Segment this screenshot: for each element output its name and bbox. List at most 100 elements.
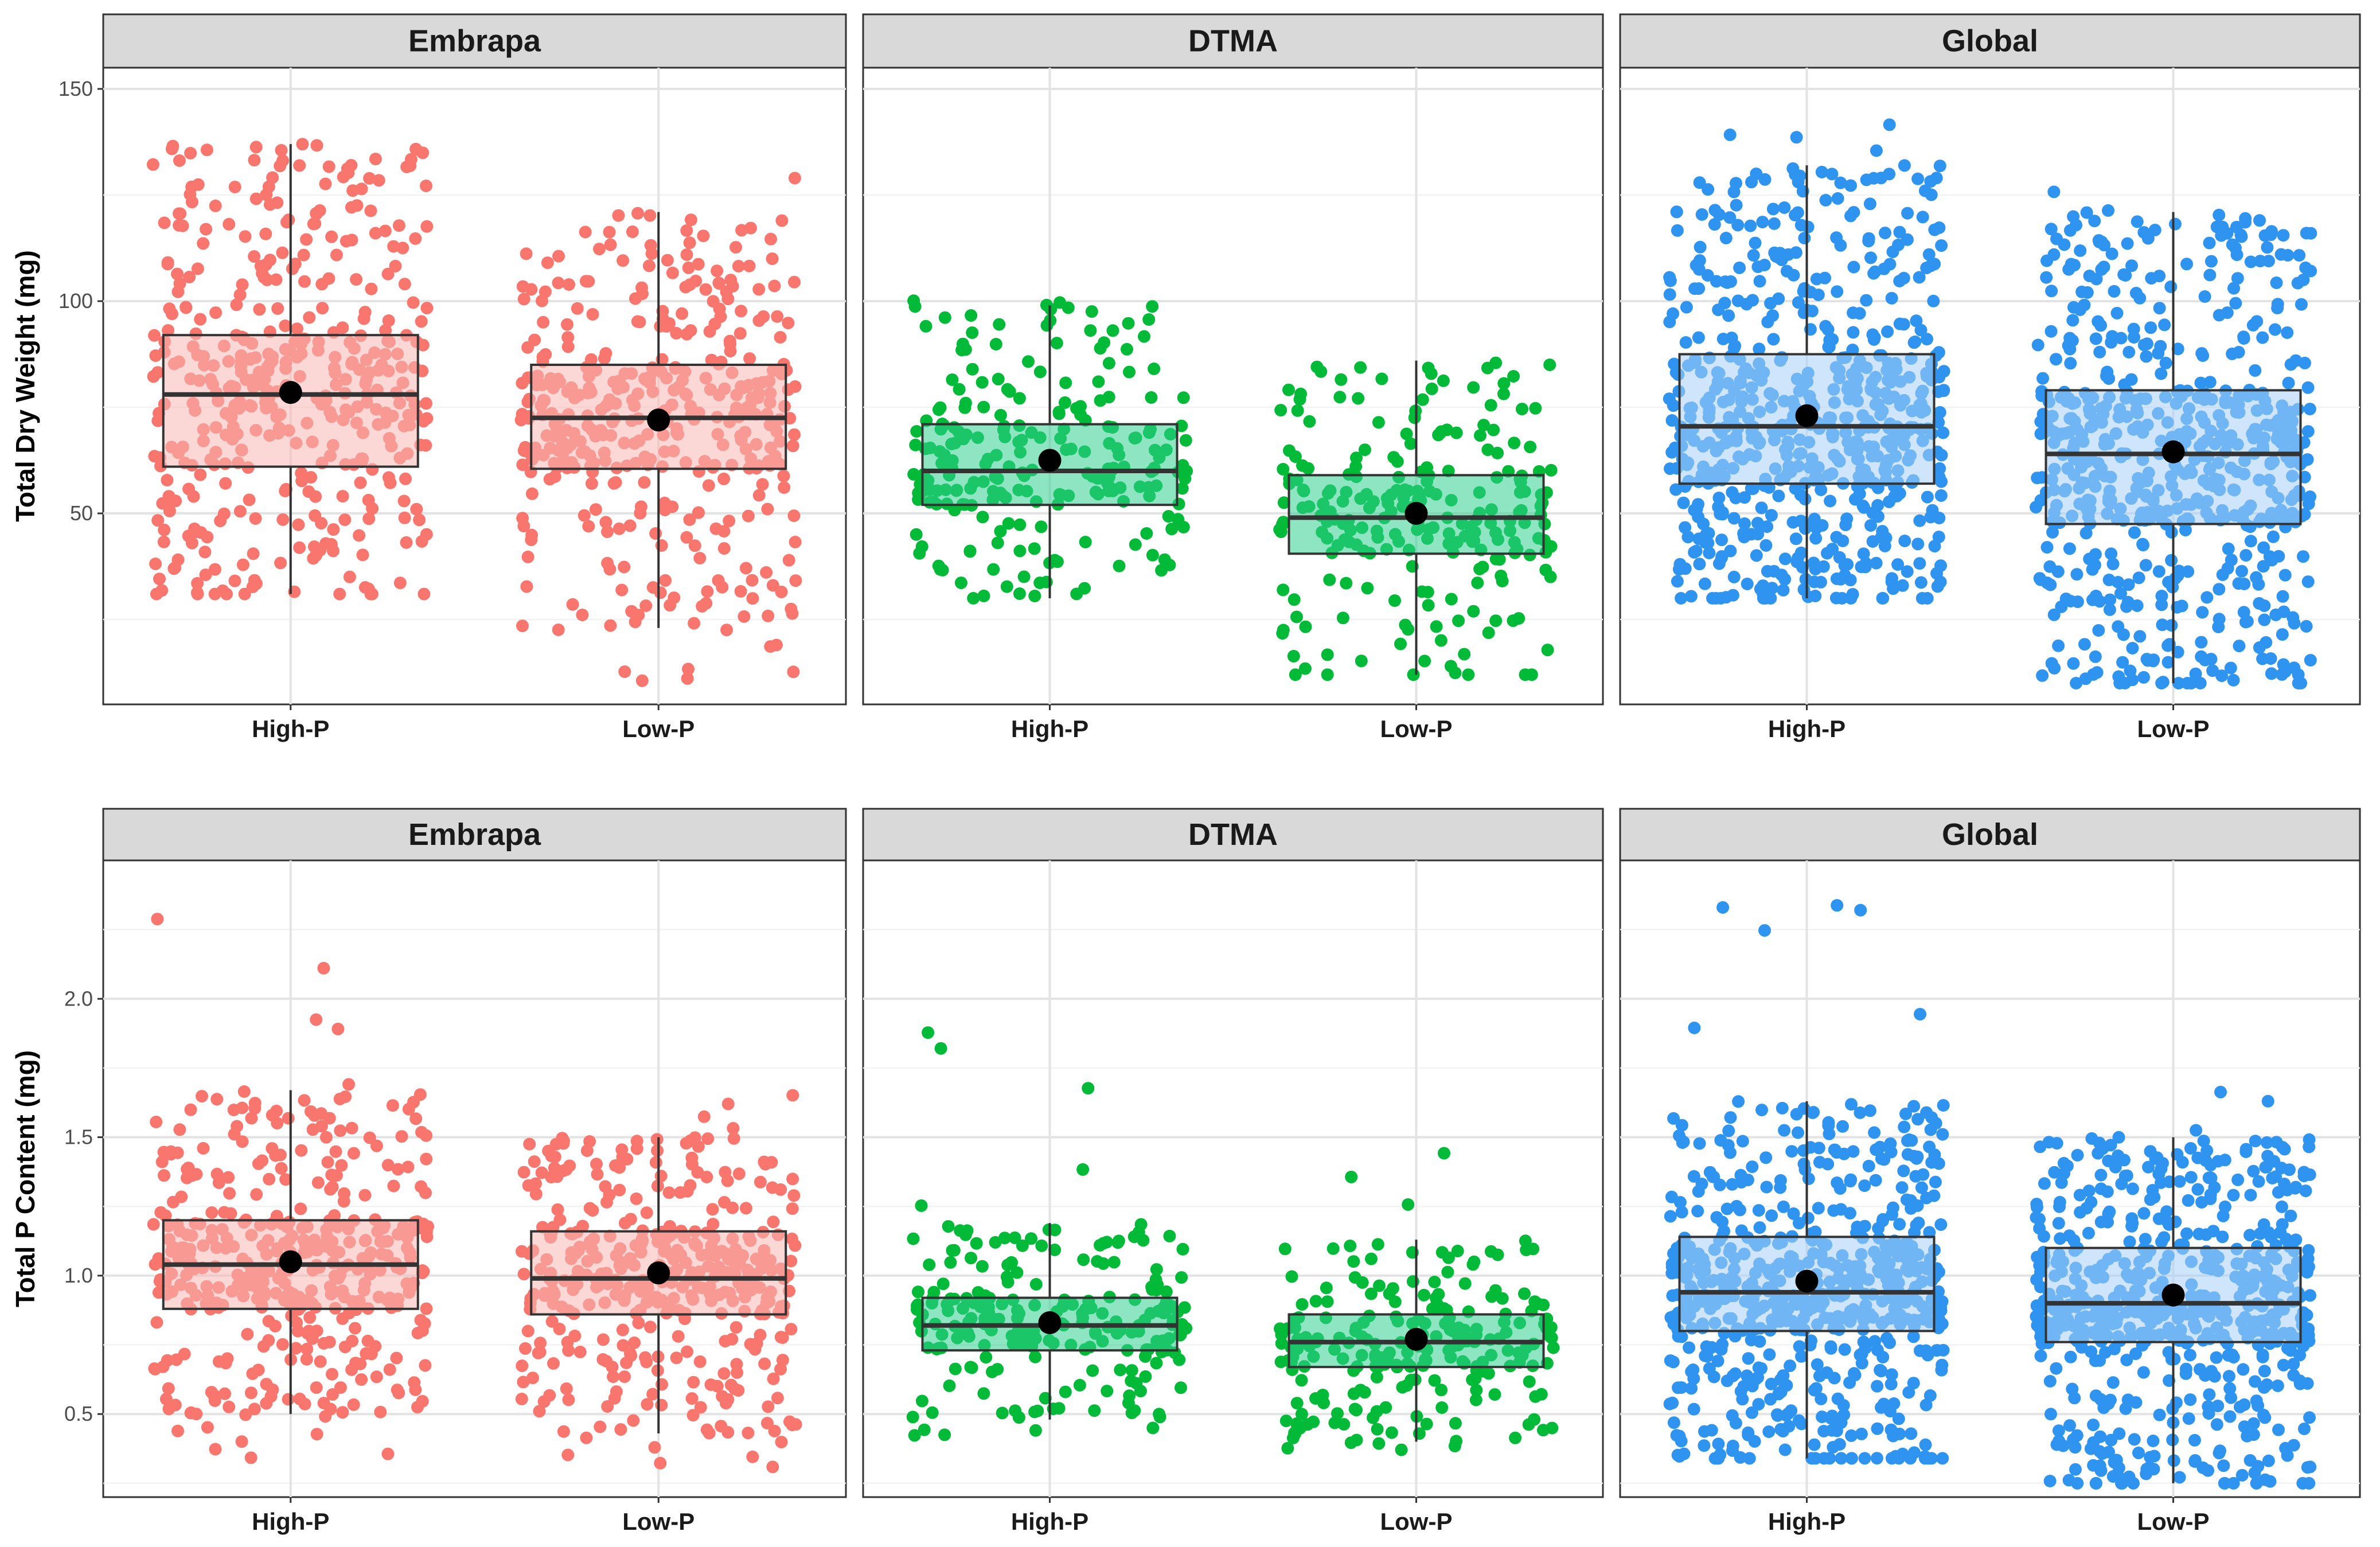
data-point bbox=[2067, 210, 2080, 223]
data-point bbox=[907, 1232, 920, 1245]
data-point bbox=[521, 1324, 534, 1338]
data-point bbox=[966, 326, 979, 339]
data-point bbox=[1679, 336, 1692, 349]
data-point bbox=[1296, 1298, 1309, 1311]
data-point bbox=[1345, 1170, 1358, 1183]
data-point bbox=[977, 1387, 990, 1400]
data-point bbox=[1821, 323, 1835, 336]
data-point bbox=[1809, 532, 1823, 545]
data-point bbox=[664, 599, 677, 612]
data-point bbox=[700, 597, 713, 610]
data-point bbox=[390, 1351, 403, 1365]
data-point bbox=[1408, 411, 1421, 424]
data-point bbox=[1146, 1421, 1160, 1435]
data-point bbox=[383, 1363, 396, 1376]
data-point bbox=[392, 1163, 404, 1176]
data-point bbox=[2281, 326, 2294, 339]
data-point bbox=[1726, 589, 1739, 602]
data-point bbox=[2182, 565, 2195, 578]
data-point bbox=[2067, 301, 2080, 314]
data-point bbox=[1008, 1231, 1021, 1244]
data-point bbox=[1883, 258, 1897, 271]
data-point bbox=[965, 1361, 978, 1374]
data-point bbox=[1752, 1204, 1765, 1217]
data-point bbox=[2215, 669, 2229, 683]
data-point bbox=[345, 1363, 358, 1376]
data-point bbox=[1010, 1266, 1024, 1279]
data-point bbox=[289, 1342, 302, 1355]
data-point bbox=[223, 1400, 236, 1413]
data-point bbox=[1665, 414, 1679, 427]
data-point bbox=[601, 1400, 614, 1413]
data-point bbox=[707, 1218, 720, 1230]
data-point bbox=[1370, 1370, 1383, 1384]
data-point bbox=[192, 178, 205, 191]
data-point bbox=[162, 490, 175, 503]
data-point bbox=[532, 1346, 545, 1359]
data-point bbox=[1745, 1406, 1758, 1419]
data-point bbox=[409, 232, 422, 245]
data-point bbox=[672, 1330, 685, 1343]
data-point bbox=[1333, 391, 1347, 404]
data-point bbox=[263, 254, 276, 267]
data-point bbox=[1298, 662, 1312, 675]
data-point bbox=[1372, 1437, 1386, 1450]
data-point bbox=[766, 1181, 779, 1194]
data-point bbox=[2272, 550, 2285, 563]
data-point bbox=[1541, 644, 1554, 657]
data-point bbox=[1753, 342, 1766, 356]
data-point bbox=[729, 1321, 743, 1334]
data-point bbox=[596, 1333, 610, 1346]
y-tick-label: 2.0 bbox=[64, 987, 93, 1010]
x-category-label: Low-P bbox=[622, 715, 695, 742]
data-point bbox=[1074, 400, 1087, 413]
data-point bbox=[2303, 403, 2316, 416]
data-point bbox=[151, 913, 164, 926]
data-point bbox=[1794, 219, 1808, 232]
data-point bbox=[742, 509, 755, 523]
data-point bbox=[520, 580, 533, 593]
data-point bbox=[379, 224, 392, 237]
data-point bbox=[158, 216, 171, 229]
data-point bbox=[2046, 525, 2059, 539]
data-point bbox=[539, 285, 552, 298]
data-point bbox=[413, 1088, 427, 1101]
data-point bbox=[416, 1324, 429, 1337]
data-point bbox=[1772, 292, 1785, 305]
data-point bbox=[1694, 240, 1707, 254]
data-point bbox=[2244, 535, 2257, 548]
data-point bbox=[2261, 241, 2274, 254]
data-point bbox=[2282, 376, 2295, 389]
data-point bbox=[151, 514, 165, 527]
data-point bbox=[381, 1159, 395, 1172]
data-point bbox=[1823, 334, 1836, 346]
data-point bbox=[560, 1382, 573, 1395]
data-point bbox=[1146, 548, 1159, 562]
data-point bbox=[1731, 294, 1745, 307]
data-point bbox=[335, 1159, 348, 1172]
data-point bbox=[1163, 1229, 1176, 1242]
data-point bbox=[1473, 562, 1486, 575]
data-point bbox=[2071, 1148, 2084, 1162]
data-point bbox=[771, 1392, 784, 1405]
data-point bbox=[1711, 1452, 1724, 1465]
data-point bbox=[684, 278, 696, 291]
data-point bbox=[1442, 1251, 1455, 1264]
data-point bbox=[389, 259, 402, 272]
data-point bbox=[1868, 265, 1882, 278]
data-point bbox=[2189, 667, 2202, 680]
data-point bbox=[699, 283, 712, 296]
data-point bbox=[2083, 270, 2096, 282]
data-point bbox=[719, 1166, 732, 1179]
data-point bbox=[1741, 1174, 1754, 1187]
data-point bbox=[1885, 291, 1898, 305]
data-point bbox=[681, 1345, 693, 1358]
data-point bbox=[190, 586, 204, 599]
data-point bbox=[2066, 314, 2079, 327]
data-point bbox=[322, 160, 335, 173]
data-point bbox=[732, 260, 745, 272]
data-point bbox=[522, 1179, 535, 1192]
data-point bbox=[1528, 1413, 1541, 1426]
